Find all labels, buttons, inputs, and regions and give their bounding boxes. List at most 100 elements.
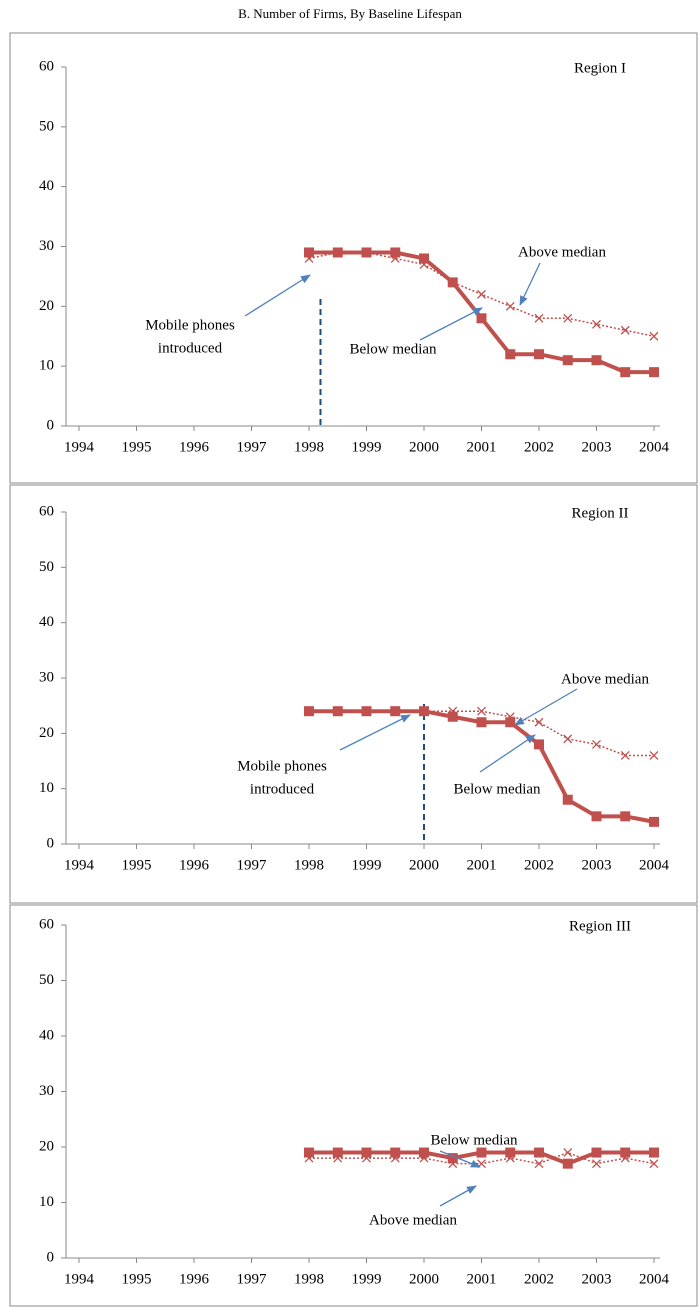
x-tick-label: 2003 xyxy=(582,1271,612,1287)
marker-square xyxy=(620,367,631,378)
marker-square xyxy=(476,717,487,728)
marker-square xyxy=(534,349,544,360)
series-label: Above median xyxy=(518,244,606,260)
annotation-arrow xyxy=(439,1185,477,1207)
y-tick-label: 40 xyxy=(39,178,54,194)
marker-square xyxy=(332,706,343,717)
marker-x xyxy=(620,751,630,760)
y-tick-label: 50 xyxy=(39,972,54,988)
x-tick-label: 1997 xyxy=(237,1271,268,1287)
event-label: Mobile phones xyxy=(237,758,327,774)
marker-square xyxy=(562,1158,573,1169)
figure-title: B. Number of Firms, By Baseline Lifespan xyxy=(238,6,462,21)
y-tick-label: 30 xyxy=(39,1083,54,1099)
marker-x xyxy=(534,313,544,323)
x-tick-label: 1995 xyxy=(122,1271,152,1287)
marker-square xyxy=(419,1147,429,1158)
marker-square xyxy=(505,349,516,360)
marker-square xyxy=(562,355,573,366)
marker-square xyxy=(447,711,458,722)
marker-x xyxy=(505,301,515,311)
marker-square xyxy=(649,1147,659,1158)
x-tick-label: 2002 xyxy=(524,857,554,873)
event-label: introduced xyxy=(158,340,223,356)
marker-x xyxy=(649,1159,659,1169)
y-tick-label: 40 xyxy=(39,614,54,630)
marker-x xyxy=(563,313,573,323)
x-tick-label: 1995 xyxy=(122,439,152,455)
marker-square xyxy=(591,1147,602,1158)
marker-square xyxy=(332,1147,343,1158)
x-tick-label: 1994 xyxy=(64,1271,95,1287)
y-tick-label: 30 xyxy=(39,238,54,254)
panel-border xyxy=(9,484,698,904)
y-tick-label: 20 xyxy=(39,725,54,741)
panel-border xyxy=(9,32,698,484)
marker-square xyxy=(304,1147,314,1158)
y-tick-label: 30 xyxy=(39,669,54,685)
x-tick-label: 1995 xyxy=(122,857,152,873)
marker-x xyxy=(477,289,486,299)
y-tick-label: 10 xyxy=(39,1194,54,1210)
panel-border xyxy=(9,904,698,1307)
x-tick-label: 2002 xyxy=(524,1271,554,1287)
annotation-arrow xyxy=(514,688,578,726)
annotation-arrow xyxy=(339,714,411,751)
y-tick-label: 60 xyxy=(39,503,54,519)
x-tick-label: 1998 xyxy=(294,857,324,873)
x-tick-label: 1999 xyxy=(352,439,382,455)
marker-square xyxy=(562,794,573,805)
x-tick-label: 2002 xyxy=(524,439,554,455)
y-tick-label: 0 xyxy=(47,1249,55,1265)
x-tick-label: 2004 xyxy=(639,857,670,873)
annotation-arrow xyxy=(419,307,483,341)
x-tick-label: 2001 xyxy=(467,439,497,455)
marker-square xyxy=(591,811,602,822)
marker-square xyxy=(649,816,659,827)
panel-title: Region I xyxy=(574,60,626,76)
x-tick-label: 1999 xyxy=(352,1271,382,1287)
panel-title: Region II xyxy=(571,505,628,521)
marker-square xyxy=(476,1147,487,1158)
x-tick-label: 2001 xyxy=(467,1271,497,1287)
marker-square xyxy=(419,706,429,717)
marker-x xyxy=(620,325,630,335)
y-tick-label: 0 xyxy=(47,417,55,433)
x-tick-label: 2000 xyxy=(409,439,439,455)
marker-square xyxy=(419,253,429,264)
x-tick-label: 1997 xyxy=(237,439,268,455)
marker-square xyxy=(476,313,487,324)
x-tick-label: 2004 xyxy=(639,1271,670,1287)
marker-square xyxy=(390,706,401,717)
y-tick-label: 10 xyxy=(39,358,54,374)
marker-square xyxy=(505,1147,516,1158)
marker-square xyxy=(361,706,372,717)
y-tick-label: 60 xyxy=(39,916,54,932)
marker-x xyxy=(592,319,601,329)
marker-square xyxy=(620,811,631,822)
marker-x xyxy=(592,739,601,749)
marker-x xyxy=(534,717,544,727)
marker-square xyxy=(390,1147,401,1158)
event-label: introduced xyxy=(250,781,315,797)
x-tick-label: 1994 xyxy=(64,439,95,455)
y-tick-label: 10 xyxy=(39,780,54,796)
x-tick-label: 2000 xyxy=(409,1271,439,1287)
x-tick-label: 1997 xyxy=(237,857,268,873)
marker-x xyxy=(477,706,486,716)
marker-square xyxy=(304,706,314,717)
x-tick-label: 2004 xyxy=(639,439,670,455)
x-tick-label: 1996 xyxy=(179,439,210,455)
panel-title: Region III xyxy=(569,918,631,934)
marker-square xyxy=(505,717,516,728)
y-tick-label: 50 xyxy=(39,118,54,134)
marker-square xyxy=(649,367,659,378)
marker-square xyxy=(591,355,602,366)
series-label: Below median xyxy=(453,781,541,797)
marker-x xyxy=(649,331,659,341)
event-label: Mobile phones xyxy=(145,317,235,333)
marker-square xyxy=(534,1147,544,1158)
marker-x xyxy=(592,1159,601,1169)
marker-square xyxy=(390,247,401,258)
